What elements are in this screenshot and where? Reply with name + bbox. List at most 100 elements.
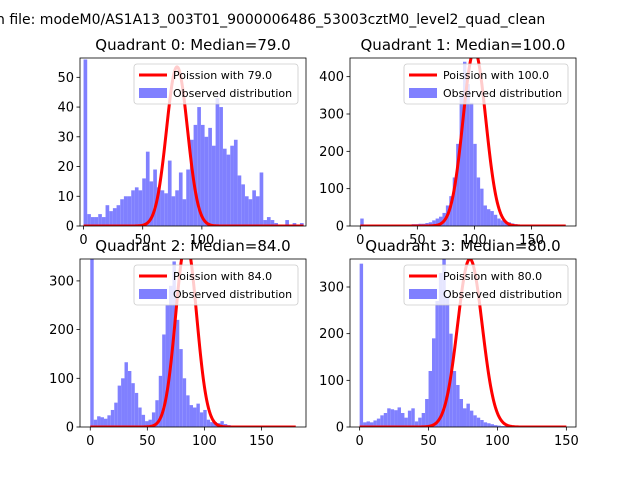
hist-bar <box>493 214 498 226</box>
hist-bar <box>100 417 104 427</box>
hist-bar <box>167 160 172 226</box>
legend: Poission with 80.0 Observed distribution <box>403 264 569 306</box>
hist-bar <box>456 385 460 427</box>
y-tick-label: 40 <box>57 101 74 116</box>
hist-bar <box>400 413 405 427</box>
hist-bar <box>206 419 211 427</box>
x-tick-label: 100 <box>192 434 217 449</box>
hist-bar <box>138 190 143 226</box>
hist-bar <box>255 196 260 226</box>
hist-bar <box>107 415 111 427</box>
y-tick-label: 300 <box>319 108 344 123</box>
hist-bar <box>483 205 487 226</box>
legend-bar-swatch <box>139 289 167 299</box>
hist-bar <box>219 107 223 226</box>
axes-frame <box>349 57 577 227</box>
hist-bar <box>197 107 201 226</box>
hist-bar <box>121 378 125 427</box>
hist-bar <box>480 420 484 427</box>
hist-bar <box>114 402 118 427</box>
legend: Poission with 79.0 Observed distribution <box>133 63 299 105</box>
legend-label-observed: Observed distribution <box>173 288 292 301</box>
hist-bar <box>497 218 501 226</box>
hist-bar <box>383 413 388 427</box>
hist-bar <box>404 417 408 427</box>
hist-bar <box>369 422 374 427</box>
hist-bar <box>127 196 132 226</box>
x-tick-label: 0 <box>356 233 364 248</box>
hist-bar <box>445 296 450 427</box>
hist-bar <box>480 188 484 226</box>
figure-title: n file: modeM0/AS1A13_003T01_9000006486_… <box>0 12 545 28</box>
hist-bar <box>145 421 149 427</box>
hist-bar <box>490 424 495 427</box>
x-tick-label: 100 <box>189 233 214 248</box>
chart-title: Quadrant 1: Median=100.0 <box>361 36 566 54</box>
hist-bar <box>466 403 470 427</box>
hist-bar <box>486 209 491 226</box>
hist-bar <box>98 214 102 226</box>
hist-bar <box>211 145 216 226</box>
hist-bar <box>193 124 198 226</box>
x-tick-label: 150 <box>554 434 579 449</box>
hist-bar <box>452 371 457 427</box>
hist-bar <box>390 409 395 427</box>
hist-bar <box>189 139 194 226</box>
hist-bar <box>145 151 150 226</box>
hist-bar <box>473 143 477 226</box>
legend-label-poisson: Poission with 80.0 <box>443 270 542 283</box>
axes-frame <box>349 258 577 428</box>
hist-bar <box>428 222 433 226</box>
hist-bar <box>359 263 364 427</box>
hist-bar <box>439 216 443 226</box>
hist-bar <box>435 218 440 226</box>
hist-bar <box>120 199 124 226</box>
hist-bar <box>270 220 275 226</box>
hist-bar <box>248 199 253 226</box>
hist-bar <box>421 413 426 427</box>
legend: Poission with 84.0 Observed distribution <box>133 264 299 306</box>
x-tick-label: 50 <box>409 233 426 248</box>
hist-bar <box>101 217 106 226</box>
hist-bar <box>117 385 122 427</box>
hist-bar <box>442 259 446 427</box>
legend-box <box>133 264 299 306</box>
hist-bar <box>138 407 142 427</box>
hist-bar <box>112 208 117 226</box>
hist-bar <box>175 319 180 427</box>
hist-bar <box>414 421 419 427</box>
hist-bar <box>459 95 463 226</box>
hist-bar <box>134 187 139 226</box>
chart-title: Quadrant 3: Median=80.0 <box>365 237 560 255</box>
x-tick-label: 50 <box>134 233 151 248</box>
x-tick-label: 50 <box>420 434 437 449</box>
y-tick-label: 10 <box>57 190 74 205</box>
hist-bar <box>428 371 432 427</box>
hist-bar <box>222 148 227 226</box>
hist-bar <box>175 190 179 226</box>
hist-bar <box>165 305 170 427</box>
y-tick-label: 100 <box>49 372 74 387</box>
chart-panel-0: 0 50 100 0 10 20 30 40 50 Quadrant 0: Median=79.0… <box>57 36 307 248</box>
hist-bar <box>469 410 474 427</box>
y-tick-label: 30 <box>57 130 74 145</box>
hist-bar <box>208 127 212 226</box>
hist-bar <box>425 399 429 427</box>
hist-bar <box>155 400 159 427</box>
legend-bar-swatch <box>409 289 437 299</box>
hist-bar <box>449 196 453 226</box>
hist-bar <box>203 409 207 427</box>
hist-bar <box>438 273 443 427</box>
hist-bar <box>263 220 267 226</box>
y-tick-label: 0 <box>336 220 344 235</box>
legend-label-observed: Observed distribution <box>443 288 562 301</box>
hist-bar <box>189 405 193 427</box>
hist-bar <box>466 84 470 226</box>
y-tick-label: 400 <box>319 70 344 85</box>
hist-bar <box>387 408 391 427</box>
hist-bar <box>380 415 384 427</box>
hist-bar <box>156 187 161 226</box>
y-tick-label: 100 <box>319 182 344 197</box>
hist-bar <box>110 409 115 427</box>
hist-bar <box>215 98 220 226</box>
